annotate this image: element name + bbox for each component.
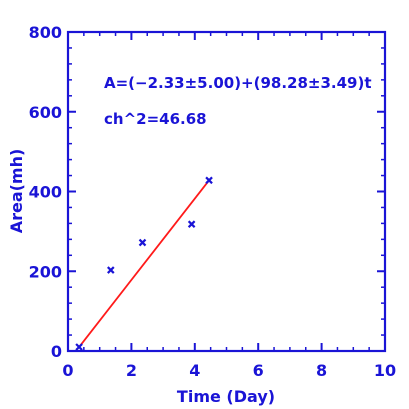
x-tick-label: 10 — [374, 361, 396, 380]
x-tick-label: 6 — [253, 361, 264, 380]
fit-line — [78, 179, 210, 348]
y-tick-label: 0 — [51, 342, 62, 361]
data-point — [205, 176, 213, 185]
y-tick-label: 800 — [29, 23, 62, 42]
x-axis: 0 2 4 6 8 10 — [62, 32, 396, 380]
y-tick-label: 200 — [29, 262, 62, 281]
y-axis: 0 200 400 600 800 — [29, 23, 385, 361]
y-tick-label: 600 — [29, 103, 62, 122]
data-point — [75, 343, 83, 351]
fit-line-layer — [78, 179, 210, 348]
x-tick-label: 4 — [189, 361, 200, 380]
x-axis-label: Time (Day) — [177, 387, 275, 406]
fit-equation: A=(−2.33±5.00)+(98.28±3.49)t — [104, 74, 372, 92]
chi-square-label: ch^2=46.68 — [104, 110, 207, 128]
data-points — [75, 176, 213, 351]
data-point — [187, 220, 196, 228]
data-point — [107, 266, 115, 274]
x-tick-label: 8 — [316, 361, 327, 380]
x-tick-label: 0 — [62, 361, 73, 380]
x-tick-label: 2 — [126, 361, 137, 380]
data-point — [138, 238, 147, 247]
y-axis-label: Area(mh) — [7, 149, 26, 234]
y-tick-label: 400 — [29, 183, 62, 202]
